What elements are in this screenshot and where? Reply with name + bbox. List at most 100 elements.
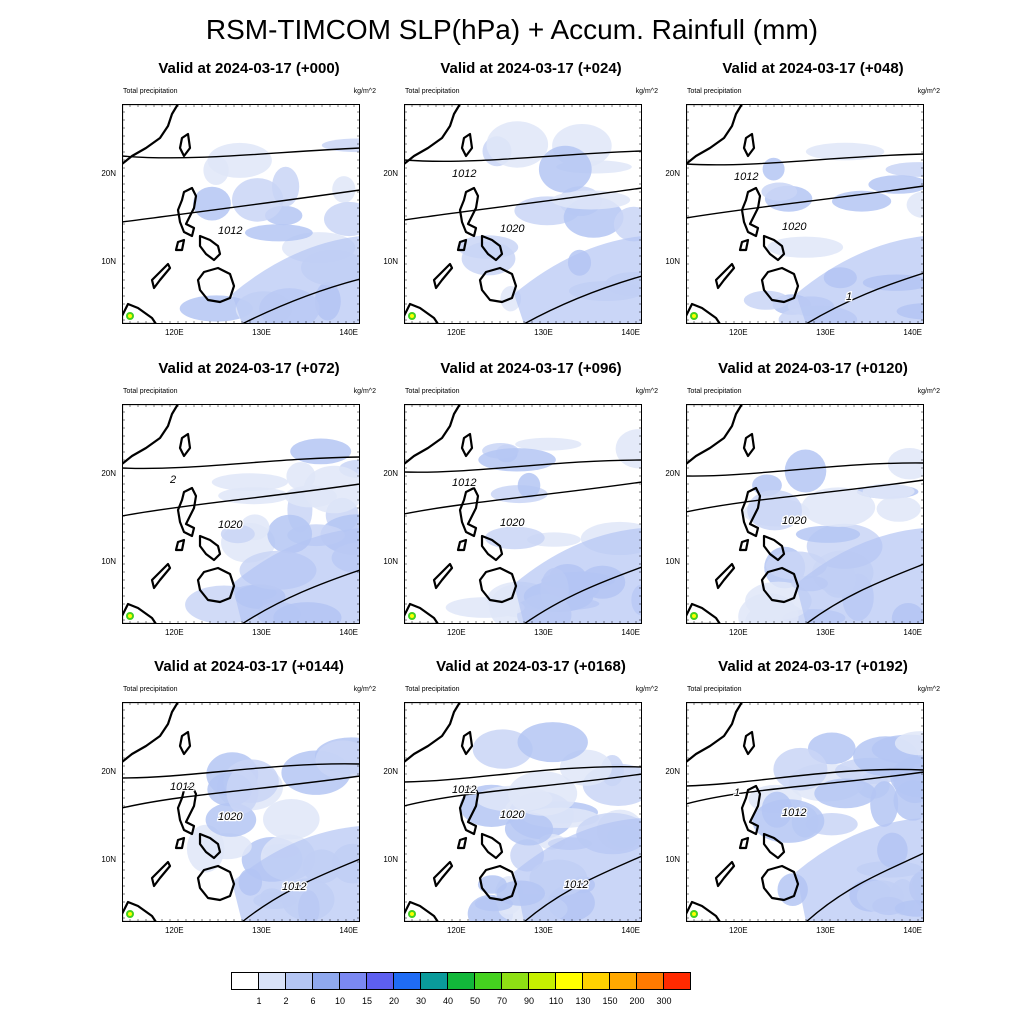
- coastline: [760, 266, 800, 304]
- heavy-rain-spot: [692, 614, 696, 618]
- latitude-label: 10N: [383, 557, 398, 567]
- colorbar-swatch: [609, 972, 637, 990]
- coastline: [460, 730, 474, 756]
- rain-area: [773, 747, 828, 791]
- longitude-label: 130E: [816, 926, 835, 935]
- rain-area: [514, 528, 642, 624]
- rain-area: [515, 437, 582, 451]
- forecast-panel: Valid at 2024-03-17 (+000) Total precipit…: [101, 60, 380, 360]
- latitude-label: 10N: [101, 855, 116, 865]
- longitude-label: 140E: [621, 628, 640, 637]
- coastline: [762, 832, 786, 860]
- rain-area: [445, 597, 525, 618]
- map-area: 1020: [686, 404, 924, 624]
- rain-area: [796, 818, 924, 922]
- isobar-line: [122, 483, 360, 517]
- latitude-label: 20N: [101, 469, 116, 479]
- isobar-line: [122, 763, 360, 779]
- rain-area: [486, 121, 549, 168]
- latitude-label: 10N: [383, 257, 398, 267]
- coastline: [738, 538, 750, 552]
- longitude-label: 140E: [903, 328, 922, 337]
- unit-label: kg/m^2: [917, 88, 940, 95]
- isobar-line: [241, 858, 360, 922]
- coastline: [742, 730, 756, 756]
- coastline: [738, 238, 750, 252]
- longitude-label: 140E: [621, 926, 640, 935]
- rain-area: [245, 224, 313, 242]
- latitude-label: 20N: [665, 169, 680, 179]
- heavy-rain-spot: [410, 614, 414, 618]
- colorbar-tick-label: 6: [310, 996, 316, 1006]
- colorbar-swatch: [663, 972, 691, 990]
- colorbar-swatch: [555, 972, 583, 990]
- latitude-label: 10N: [101, 257, 116, 267]
- rain-area: [303, 465, 360, 514]
- colorbar-swatch: [231, 972, 259, 990]
- latitude-label: 20N: [383, 767, 398, 777]
- rain-area: [477, 875, 507, 894]
- longitude-label: 130E: [816, 628, 835, 637]
- coastline: [150, 860, 172, 888]
- rain-area: [211, 473, 288, 491]
- colorbar-tick-label: 10: [334, 996, 345, 1006]
- longitude-label: 130E: [534, 926, 553, 935]
- panel-title: Valid at 2024-03-17 (+024): [440, 60, 622, 77]
- colorbar-swatch: [312, 972, 340, 990]
- map-area: 1020 1012 1012: [404, 702, 642, 922]
- coastline: [122, 602, 158, 624]
- colorbar-tick-label: 110: [548, 996, 564, 1006]
- colorbar-tick-label: 15: [361, 996, 372, 1006]
- colorbar-swatch: [420, 972, 448, 990]
- latitude-label: 10N: [665, 257, 680, 267]
- coastline: [686, 404, 744, 466]
- latitude-label: 10N: [665, 855, 680, 865]
- coastline: [714, 860, 736, 888]
- panel-title: Valid at 2024-03-17 (+096): [440, 360, 622, 377]
- coastline: [742, 432, 756, 458]
- isobar-line: [805, 563, 924, 624]
- isobar-line: [122, 456, 360, 470]
- longitude-label: 130E: [534, 628, 553, 637]
- heavy-rain-spot: [410, 912, 414, 916]
- coastline: [478, 266, 518, 304]
- rain-area: [538, 145, 592, 193]
- coastline: [196, 266, 236, 304]
- coastline: [686, 602, 722, 624]
- isobar-label: 1012: [782, 807, 806, 819]
- coastline: [404, 302, 440, 324]
- coastline: [686, 702, 744, 764]
- coastline: [460, 132, 474, 158]
- rain-area: [752, 799, 825, 843]
- rain-area: [332, 176, 356, 203]
- heavy-rain-spot: [128, 912, 132, 916]
- isobar-line: [686, 479, 924, 513]
- colorbar-tick-label: 20: [388, 996, 399, 1006]
- coastline: [122, 900, 158, 922]
- coastline: [456, 238, 468, 252]
- map-area: 1020 1012 1: [686, 104, 924, 324]
- panel-title: Valid at 2024-03-17 (+0192): [718, 658, 908, 675]
- longitude-label: 120E: [446, 628, 466, 637]
- colorbar-swatch: [366, 972, 394, 990]
- longitude-label: 120E: [164, 628, 184, 637]
- longitude-label: 120E: [446, 926, 466, 935]
- coastline: [458, 186, 480, 238]
- rain-area: [514, 236, 642, 324]
- isobar-line: [686, 185, 924, 219]
- longitude-label: 140E: [339, 628, 358, 637]
- coastline: [742, 132, 756, 158]
- rain-area: [784, 449, 827, 493]
- colorbar-tick-label: 70: [496, 996, 507, 1006]
- colorbar-tick-label: 50: [469, 996, 480, 1006]
- precipitation-colorbar: [231, 972, 691, 990]
- longitude-label: 140E: [621, 328, 640, 337]
- longitude-label: 120E: [446, 328, 466, 337]
- rain-area: [615, 429, 642, 469]
- variable-label: Total precipitation: [123, 388, 178, 395]
- colorbar-swatch: [582, 972, 610, 990]
- isobar-line: [686, 768, 924, 787]
- longitude-label: 120E: [728, 328, 748, 337]
- isobar-label: 1020: [782, 221, 807, 233]
- colorbar-tick-label: 2: [283, 996, 289, 1006]
